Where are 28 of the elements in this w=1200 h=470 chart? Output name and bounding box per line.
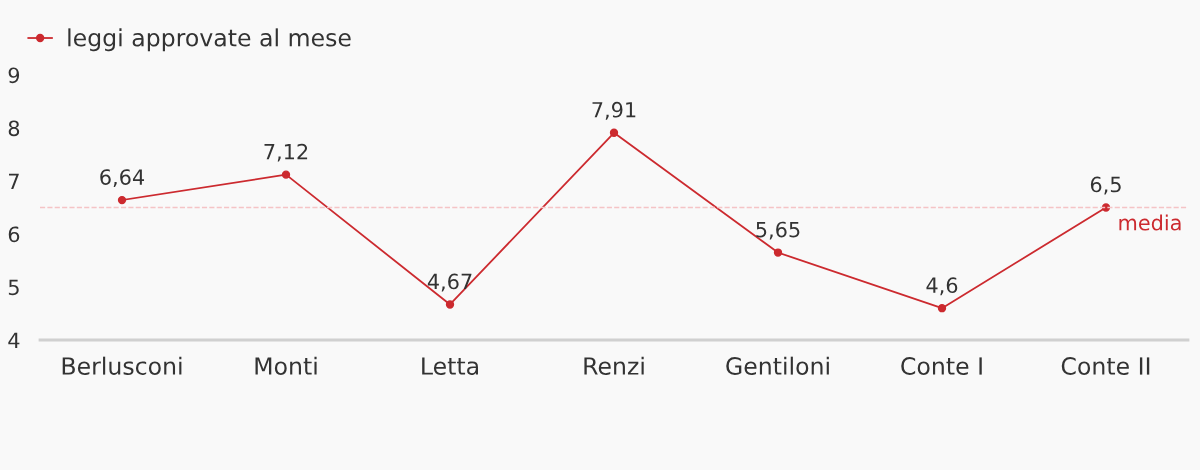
point bbox=[773, 248, 783, 257]
legend-label: leggi approvate al mese bbox=[68, 28, 351, 52]
y-tick-label: 9 bbox=[8, 67, 20, 84]
data-label: 7,91 bbox=[592, 101, 636, 120]
x-tick-label: Conte II bbox=[1061, 357, 1150, 375]
point bbox=[445, 300, 455, 309]
x-tick-label: Berlusconi bbox=[62, 356, 182, 375]
x-tick-label: Conte I bbox=[901, 357, 982, 375]
y-tick-label: 7 bbox=[9, 173, 19, 189]
point bbox=[609, 128, 619, 137]
y-tick-label: 6 bbox=[8, 226, 20, 243]
data-label: 6,64 bbox=[100, 169, 145, 188]
point bbox=[117, 195, 127, 205]
data-label: 4,67 bbox=[427, 273, 472, 292]
y-tick-label: 4 bbox=[8, 332, 20, 348]
x-tick-label: Letta bbox=[422, 357, 478, 375]
data-label: 7,12 bbox=[264, 143, 308, 162]
y-tick-label: 5 bbox=[8, 279, 19, 296]
data-label: 6,5 bbox=[1090, 176, 1121, 195]
point bbox=[937, 304, 947, 313]
y-tick-label: 8 bbox=[8, 120, 20, 137]
x-tick-label: Gentiloni bbox=[726, 356, 829, 375]
x-tick-label: Renzi bbox=[584, 356, 644, 375]
x-tick-label: Monti bbox=[255, 356, 317, 375]
data-label: 4,6 bbox=[926, 277, 958, 296]
ref-line-label: media bbox=[1119, 214, 1181, 231]
data-label: 5,65 bbox=[756, 221, 800, 240]
point bbox=[281, 170, 291, 179]
